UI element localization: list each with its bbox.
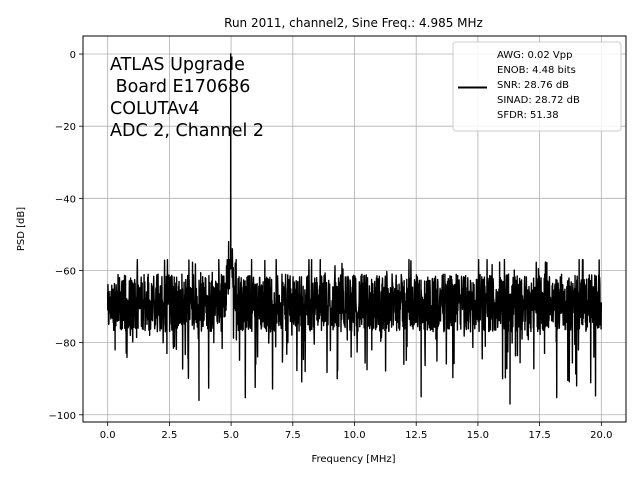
grid — [83, 36, 626, 422]
chart-title: Run 2011, channel2, Sine Freq.: 4.985 MH… — [224, 16, 483, 30]
legend-entry: SINAD: 28.72 dB — [497, 95, 580, 106]
y-axis-ticks: 0 −20 −40 −60 −80 −100 — [49, 50, 83, 422]
x-tick-label: 15.0 — [467, 430, 489, 441]
x-axis-label: Frequency [MHz] — [311, 454, 395, 465]
legend-box — [452, 41, 622, 132]
peak-point — [229, 53, 232, 55]
x-tick-label: 10.0 — [343, 430, 365, 441]
legend-text-group: AWG: 0.02 Vpp ENOB: 4.48 bits SNR: 28.76 d… — [497, 50, 580, 121]
annotation-line-0: ATLAS Upgrade — [110, 55, 245, 75]
series-layer — [106, 53, 603, 405]
psd-series-line — [106, 53, 603, 405]
x-tick-label: 20.0 — [590, 430, 612, 441]
annotation-line-2: COLUTAv4 — [110, 99, 199, 119]
annotation-line-3: ADC 2, Channel 2 — [110, 121, 264, 141]
y-tick-label: −40 — [55, 194, 76, 205]
y-tick-label: −80 — [55, 339, 76, 350]
y-axis-label: PSD [dB] — [16, 207, 27, 251]
legend-entry: SNR: 28.76 dB — [497, 80, 569, 91]
y-tick-label: −20 — [55, 122, 76, 133]
y-tick-label: −60 — [55, 266, 76, 277]
legend-entry: SFDR: 51.38 — [497, 110, 559, 121]
annotation-line-1: Board E170686 — [110, 77, 250, 97]
x-tick-label: 5.0 — [223, 430, 239, 441]
legend-entry: AWG: 0.02 Vpp — [497, 50, 572, 61]
legend-entry: ENOB: 4.48 bits — [497, 65, 576, 76]
legend: AWG: 0.02 Vpp ENOB: 4.48 bits SNR: 28.76 d… — [452, 41, 622, 132]
y-tick-label: 0 — [70, 50, 76, 61]
x-tick-label: 17.5 — [528, 430, 550, 441]
x-tick-label: 7.5 — [285, 430, 301, 441]
x-tick-label: 2.5 — [161, 430, 177, 441]
x-tick-label: 12.5 — [405, 430, 427, 441]
x-tick-label: 0.0 — [100, 430, 116, 441]
x-axis-ticks: 0.0 2.5 5.0 7.5 10.0 12.5 15.0 17.5 20.0 — [100, 422, 612, 441]
y-tick-label: −100 — [49, 411, 76, 422]
